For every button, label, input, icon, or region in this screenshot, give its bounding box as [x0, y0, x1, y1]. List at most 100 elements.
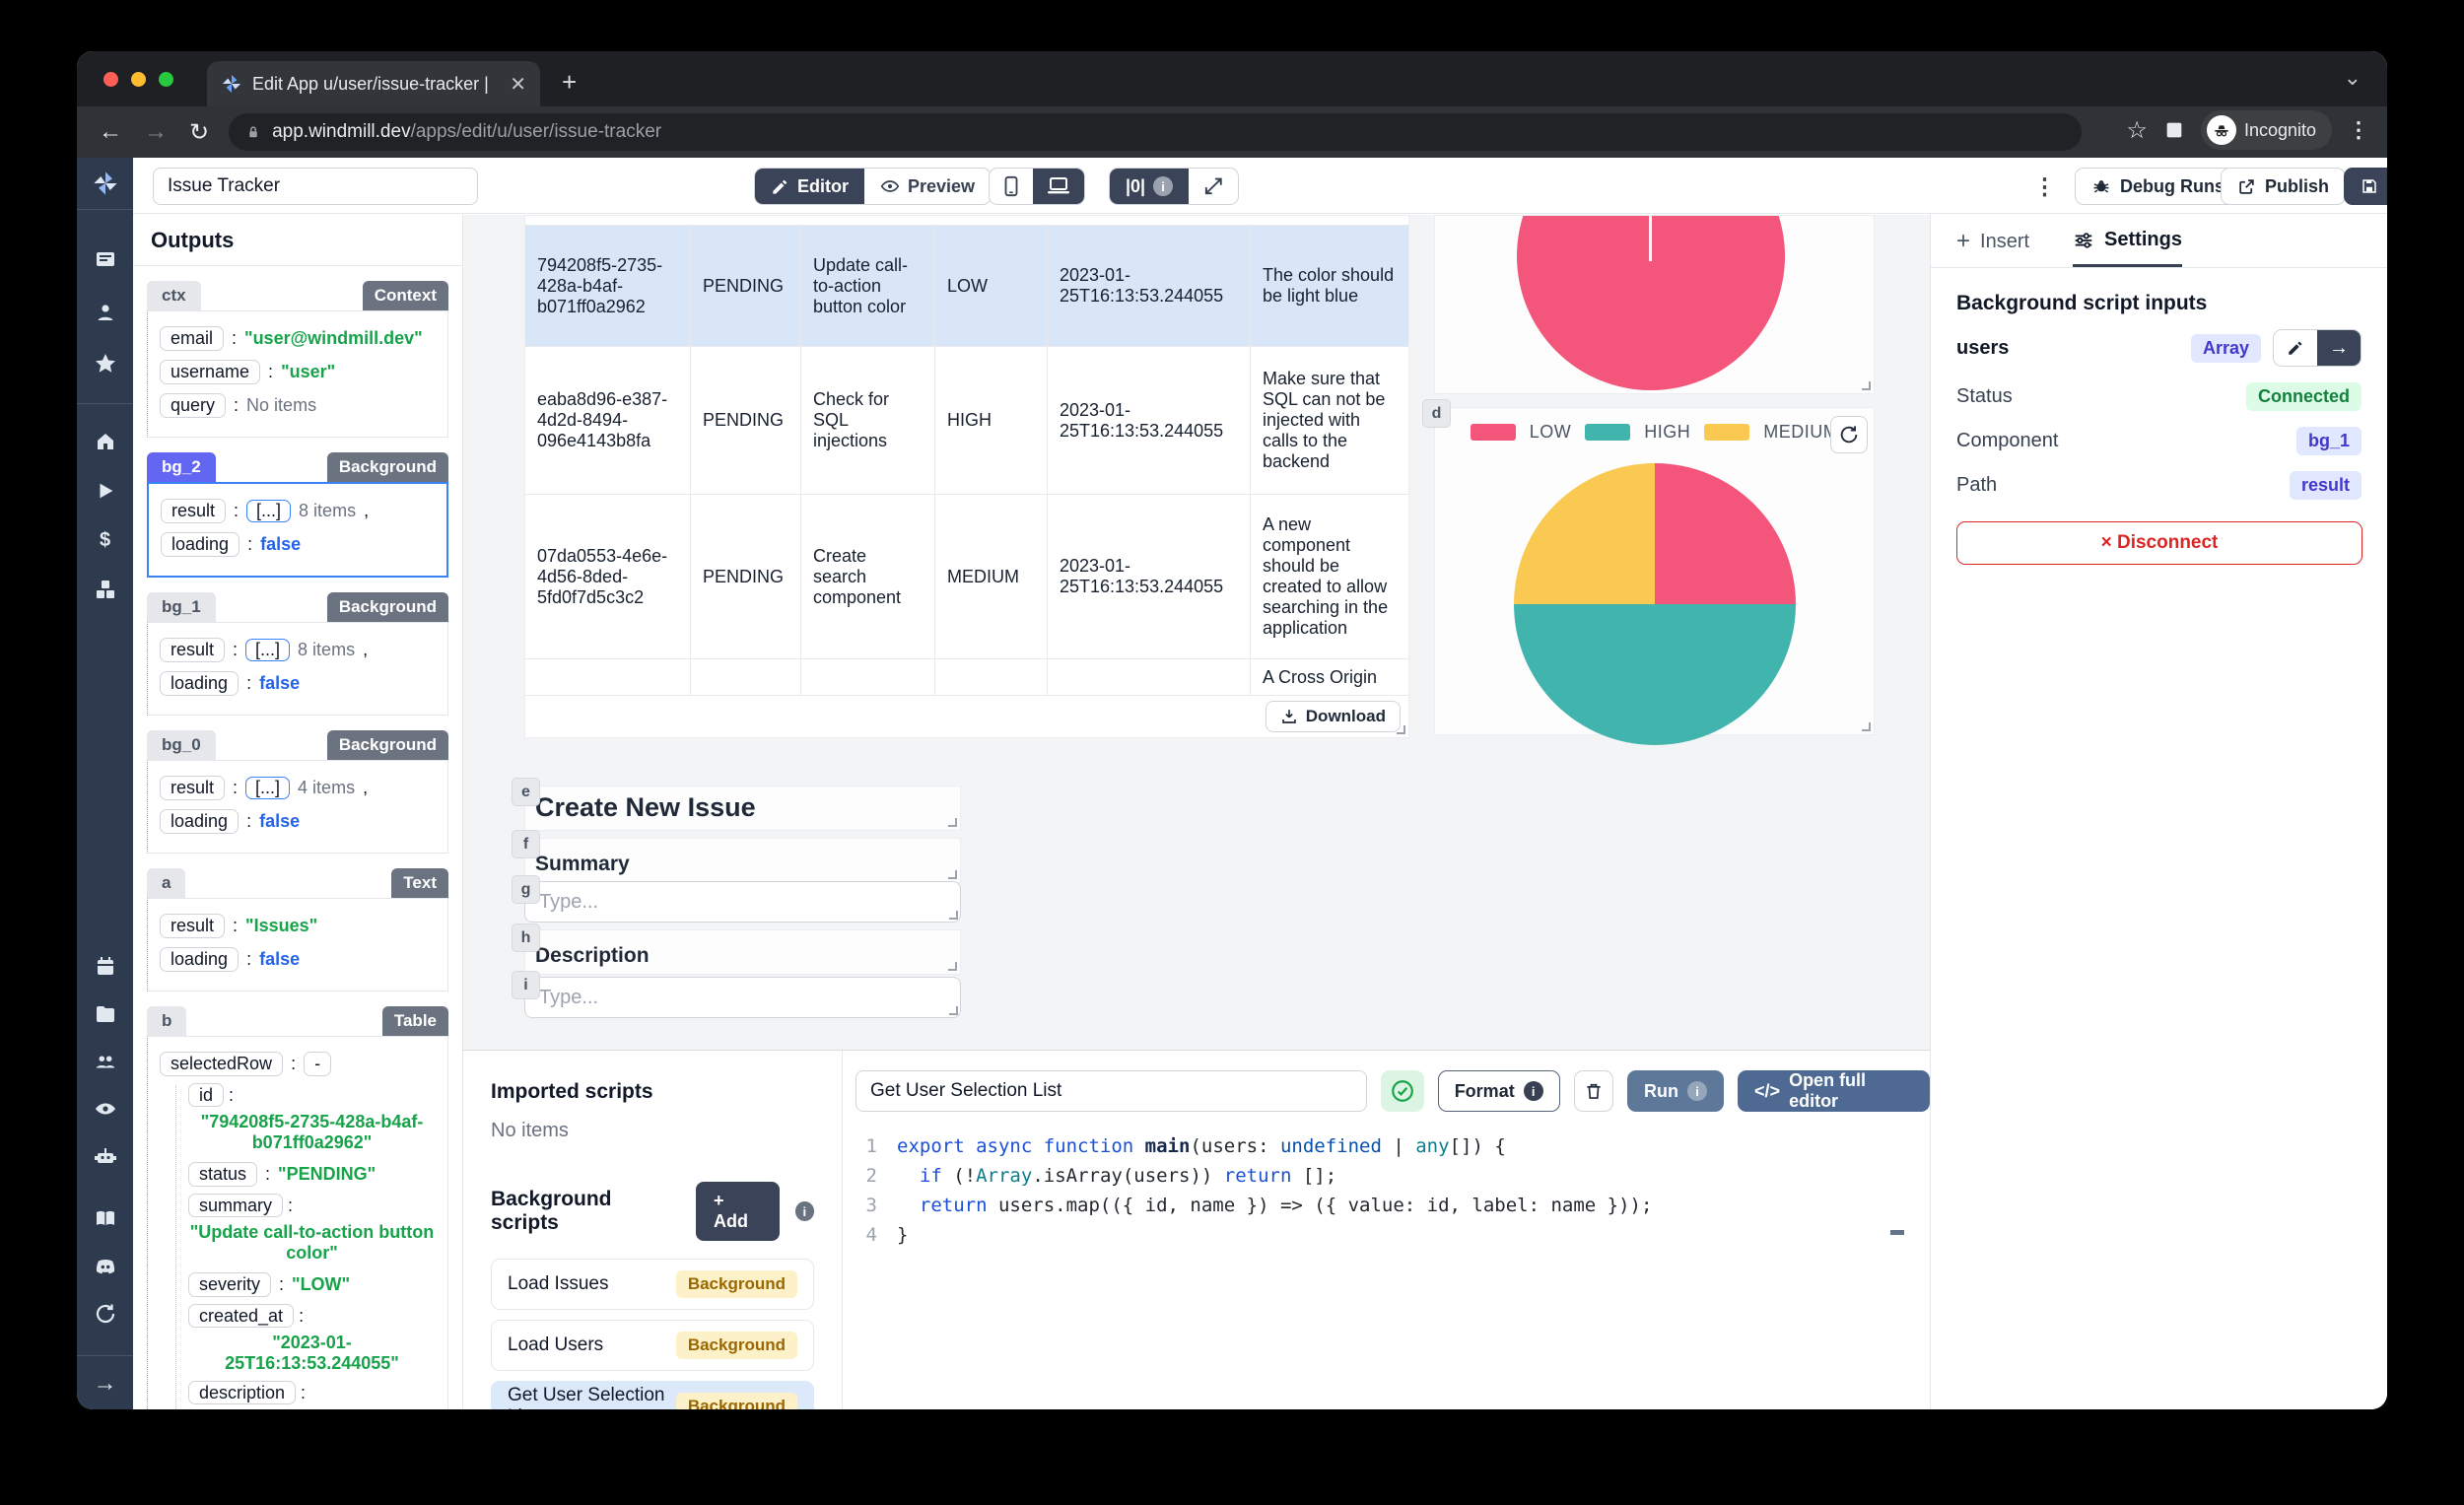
array-expander[interactable]: [...] — [245, 777, 291, 799]
reload-icon[interactable]: ↻ — [189, 118, 210, 146]
workers-robot-icon[interactable] — [94, 1144, 117, 1168]
component-badge-e[interactable]: e — [512, 778, 540, 806]
resources-cubes-icon[interactable] — [94, 578, 117, 601]
key-pill[interactable]: result — [160, 638, 226, 662]
key-pill[interactable]: result — [160, 914, 226, 938]
table-row[interactable]: 07da0553-4e6e-4d56-8ded-5fd0f7d5c3c2 PEN… — [525, 495, 1408, 659]
key-pill[interactable]: result — [160, 776, 226, 800]
user-icon[interactable] — [94, 301, 117, 324]
variables-dollar-icon[interactable]: $ — [99, 528, 111, 551]
code-editor[interactable]: 1 export async function main(users: undef… — [856, 1131, 1918, 1409]
publish-button[interactable]: Publish — [2221, 168, 2347, 205]
save-button[interactable]: Save — [2344, 168, 2387, 205]
pie-chart-d-component[interactable]: LOW HIGH MEDIUM — [1434, 407, 1875, 745]
windmill-logo[interactable] — [92, 158, 119, 209]
resize-handle[interactable] — [949, 1006, 958, 1015]
script-item-load-users[interactable]: Load Users Background — [491, 1320, 814, 1371]
borders-toggle-button[interactable]: |0| i — [1110, 169, 1190, 204]
key-pill[interactable]: loading — [160, 809, 240, 834]
close-window-button[interactable] — [103, 72, 118, 87]
desktop-view-button[interactable] — [1033, 169, 1084, 204]
key-pill[interactable]: loading — [160, 671, 240, 696]
b-tag[interactable]: b — [147, 1006, 187, 1036]
resize-handle[interactable] — [948, 870, 957, 879]
bookmark-star-icon[interactable]: ☆ — [2126, 116, 2148, 144]
chart-refresh-button[interactable] — [1830, 416, 1868, 453]
side-panel-icon[interactable] — [2163, 119, 2185, 141]
mobile-view-button[interactable] — [990, 169, 1033, 204]
key-pill[interactable]: loading — [161, 532, 240, 557]
component-badge-i[interactable]: i — [512, 971, 540, 999]
browser-tab[interactable]: Edit App u/user/issue-tracker | ✕ — [207, 61, 540, 106]
tab-close-icon[interactable]: ✕ — [510, 73, 526, 96]
description-label-component[interactable]: Description — [524, 929, 961, 975]
key-pill[interactable]: email — [160, 326, 225, 351]
scrollbar-thumb[interactable] — [1890, 1230, 1904, 1235]
open-full-editor-button[interactable]: </> Open full editor — [1738, 1070, 1931, 1112]
app-name-input[interactable] — [153, 168, 478, 205]
edit-static-button[interactable] — [2274, 330, 2317, 366]
app-canvas[interactable]: 794208f5-2735-428a-b4af-b071ff0a2962 PEN… — [463, 215, 1930, 1050]
component-badge-h[interactable]: h — [512, 924, 540, 952]
tab-settings[interactable]: Settings — [2073, 228, 2182, 267]
array-expander[interactable]: [...] — [246, 500, 292, 522]
table-row[interactable]: A Cross Origin — [525, 659, 1408, 696]
discord-icon[interactable] — [94, 1255, 117, 1278]
form-title-component[interactable]: Create New Issue — [524, 786, 961, 831]
bg0-tag[interactable]: bg_0 — [147, 730, 216, 760]
editor-mode-button[interactable]: Editor — [755, 169, 864, 204]
resize-handle[interactable] — [1862, 381, 1871, 390]
key-pill[interactable]: result — [161, 499, 227, 523]
preview-mode-button[interactable]: Preview — [864, 169, 991, 204]
resize-handle[interactable] — [1397, 725, 1405, 734]
forward-icon[interactable]: → — [144, 118, 168, 145]
component-badge-f[interactable]: f — [512, 830, 540, 858]
description-input[interactable] — [524, 977, 961, 1018]
key-pill[interactable]: created_at — [188, 1304, 295, 1328]
groups-users-icon[interactable] — [94, 1050, 117, 1073]
array-expander[interactable]: [...] — [245, 639, 291, 661]
address-bar[interactable]: app.windmill.dev/apps/edit/u/user/issue-… — [229, 113, 2083, 151]
tab-search-chevron-icon[interactable]: ⌄ — [2343, 65, 2361, 90]
key-pill[interactable]: selectedRow — [160, 1052, 284, 1076]
home-icon[interactable] — [94, 430, 117, 453]
key-pill[interactable]: summary — [188, 1194, 284, 1217]
resize-handle[interactable] — [1862, 722, 1871, 731]
connect-arrow-button[interactable]: → — [2317, 330, 2361, 366]
bg1-tag[interactable]: bg_1 — [147, 592, 216, 622]
debug-runs-button[interactable]: Debug Runs — [2075, 168, 2241, 205]
resize-handle[interactable] — [949, 911, 958, 920]
run-button[interactable]: Run i — [1627, 1070, 1725, 1112]
fullscreen-button[interactable]: ⤢ — [1189, 169, 1238, 204]
tab-insert[interactable]: + Insert — [1956, 228, 2030, 254]
runs-play-icon[interactable] — [94, 479, 117, 503]
ctx-tag[interactable]: ctx — [147, 281, 201, 310]
summary-input[interactable] — [524, 881, 961, 923]
bg2-tag[interactable]: bg_2 — [147, 452, 216, 482]
key-pill[interactable]: severity — [188, 1272, 272, 1297]
table-row[interactable]: eaba8d96-e387-4d2d-8494-096e4143b8fa PEN… — [525, 347, 1408, 495]
disconnect-button[interactable]: × Disconnect — [1956, 521, 2362, 565]
a-tag[interactable]: a — [147, 868, 186, 898]
resize-handle[interactable] — [948, 962, 957, 971]
favorites-star-icon[interactable] — [94, 352, 117, 376]
resize-handle[interactable] — [948, 818, 957, 827]
key-pill[interactable]: description — [188, 1381, 297, 1404]
sync-refresh-icon[interactable] — [94, 1302, 117, 1326]
script-item-get-user-selection-list[interactable]: Get User Selection List Background — [491, 1381, 814, 1409]
script-name-input[interactable] — [856, 1070, 1367, 1112]
key-pill[interactable]: query — [160, 393, 227, 418]
pie-chart-top-component[interactable] — [1434, 215, 1875, 394]
folders-icon[interactable] — [94, 1002, 117, 1026]
new-tab-button[interactable]: + — [562, 67, 578, 97]
audit-eye-icon[interactable] — [94, 1097, 117, 1121]
back-icon[interactable]: ← — [99, 118, 122, 145]
browser-menu-icon[interactable]: ⋮ — [2348, 117, 2369, 142]
download-button[interactable]: Download — [1265, 701, 1401, 732]
table-component[interactable]: 794208f5-2735-428a-b4af-b071ff0a2962 PEN… — [524, 215, 1409, 738]
docs-book-icon[interactable] — [94, 1207, 117, 1231]
component-badge-d[interactable]: d — [1422, 399, 1451, 428]
key-pill[interactable]: status — [188, 1162, 258, 1187]
format-button[interactable]: Format i — [1437, 1070, 1560, 1112]
collapse-arrow-icon[interactable]: → — [93, 1370, 117, 1397]
